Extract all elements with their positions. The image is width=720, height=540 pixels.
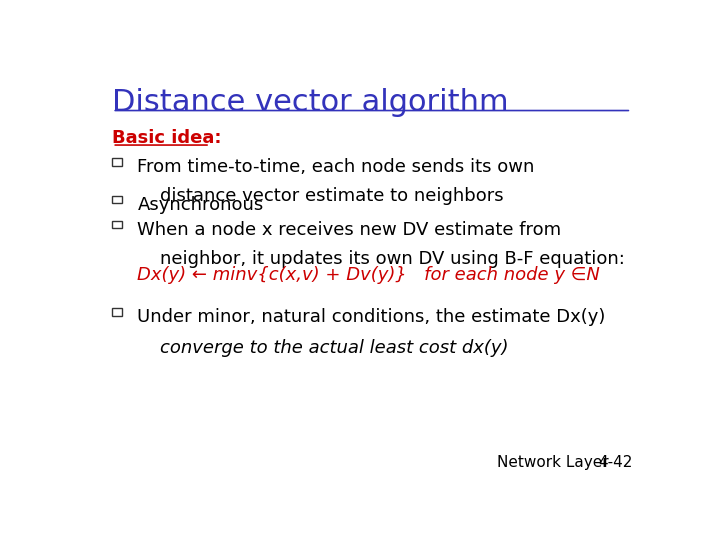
FancyBboxPatch shape [112,196,122,203]
Text: Under minor, natural conditions, the estimate Dx(y): Under minor, natural conditions, the est… [138,308,606,326]
FancyBboxPatch shape [112,221,122,228]
FancyBboxPatch shape [112,308,122,315]
Text: neighbor, it updates its own DV using B-F equation:: neighbor, it updates its own DV using B-… [138,250,625,268]
Text: 4-42: 4-42 [598,455,632,470]
FancyBboxPatch shape [112,158,122,166]
Text: From time-to-time, each node sends its own: From time-to-time, each node sends its o… [138,158,535,177]
Text: converge to the actual least cost dx(y): converge to the actual least cost dx(y) [138,339,509,357]
Text: distance vector estimate to neighbors: distance vector estimate to neighbors [138,187,504,205]
Text: Network Layer: Network Layer [498,455,609,470]
Text: Dx(y) ← minv{c(x,v) + Dv(y)}   for each node y ∈N: Dx(y) ← minv{c(x,v) + Dv(y)} for each no… [138,266,600,285]
Text: Distance vector algorithm: Distance vector algorithm [112,87,509,117]
Text: Basic idea:: Basic idea: [112,129,222,147]
Text: When a node x receives new DV estimate from: When a node x receives new DV estimate f… [138,221,562,239]
Text: Asynchronous: Asynchronous [138,196,264,214]
